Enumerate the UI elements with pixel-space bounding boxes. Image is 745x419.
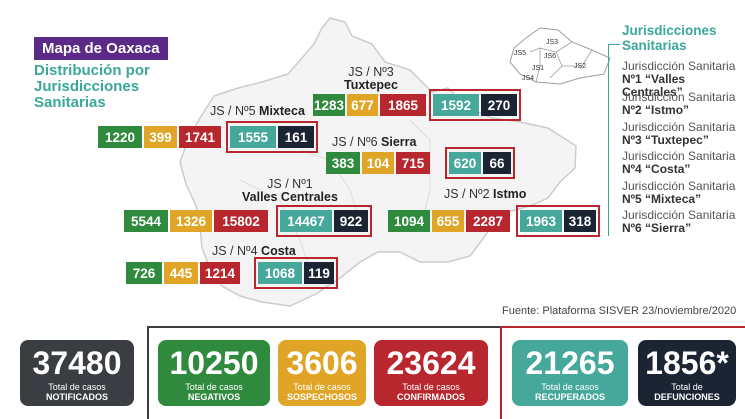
total-label-strong: SOSPECHOSOS [286, 392, 358, 402]
total-label: Total de casos [185, 382, 243, 392]
frame-tuxtepec [429, 89, 521, 121]
total-value: 10250 [169, 345, 259, 381]
negativos-cell: 1094 [388, 210, 430, 232]
row-istmo-outcome: 1963 318 [520, 210, 596, 232]
row-mixteca-outcome: 1555 161 [230, 126, 314, 148]
label-mixteca: JS / Nº5 Mixteca [210, 104, 305, 118]
total-label: Total de casos [541, 382, 599, 392]
defunciones-cell: 66 [483, 152, 511, 174]
source-note: Fuente: Plataforma SISVER 23/noviembre/2… [502, 305, 737, 317]
mini-label-js3: JS3 [546, 39, 558, 46]
negativos-cell: 1283 [313, 94, 345, 116]
sospechosos-cell: 445 [164, 262, 198, 284]
row-sierra-outcome: 620 66 [449, 152, 511, 174]
frame-mixteca [226, 121, 318, 153]
bracket-confirmed [500, 326, 745, 419]
negativos-cell: 5544 [124, 210, 168, 232]
total-defunciones: 1856* Total de DEFUNCIONES [638, 340, 736, 406]
total-label: Total de casos [293, 382, 351, 392]
legend-item-5: Jurisdicción Sanitaria Nº5 “Mixteca” [622, 179, 736, 206]
total-recuperados: 21265 Total de casos RECUPERADOS [512, 340, 628, 406]
total-value: 37480 [32, 345, 122, 381]
total-label: Total de casos [48, 382, 106, 392]
mini-label-js6: JS6 [544, 53, 556, 60]
mini-label-js2: JS2 [574, 63, 586, 70]
page-title: Mapa de Oaxaca [34, 37, 168, 60]
total-label-strong: CONFIRMADOS [397, 392, 465, 402]
legend-item-6: Jurisdicción Sanitaria Nº6 “Sierra” [622, 208, 736, 235]
sospechosos-cell: 677 [347, 94, 378, 116]
legend-connector [608, 44, 620, 236]
recuperados-cell: 1963 [520, 210, 562, 232]
frame-costa [254, 257, 338, 289]
defunciones-cell: 922 [334, 210, 368, 232]
label-valles: JS / Nº1 Valles Centrales [242, 177, 338, 204]
mini-map: JS5 JS3 JS6 JS1 JS2 JS4 [509, 27, 611, 85]
sospechosos-cell: 104 [362, 152, 394, 174]
total-notificados: 37480 Total de casos NOTIFICADOS [20, 340, 134, 406]
frame-sierra [445, 147, 515, 179]
recuperados-cell: 1592 [433, 94, 479, 116]
total-label-strong: DEFUNCIONES [654, 392, 720, 402]
label-tuxtepec: JS / Nº3 Tuxtepec [344, 65, 398, 92]
total-label: Total de [671, 382, 703, 392]
sospechosos-cell: 655 [432, 210, 464, 232]
row-tuxtepec: 1283 677 1865 [313, 94, 426, 116]
row-valles: 5544 1326 15802 [124, 210, 268, 232]
total-label-strong: RECUPERADOS [534, 392, 605, 402]
defunciones-cell: 270 [481, 94, 517, 116]
sospechosos-cell: 1326 [170, 210, 212, 232]
defunciones-cell: 119 [304, 262, 334, 284]
mini-label-js4: JS4 [522, 75, 534, 82]
row-valles-outcome: 14467 922 [280, 210, 368, 232]
label-sierra: JS / Nº6 Sierra [332, 135, 417, 149]
row-mixteca: 1220 399 1741 [98, 126, 221, 148]
row-costa-outcome: 1068 119 [258, 262, 334, 284]
defunciones-cell: 161 [278, 126, 314, 148]
legend-title: Jurisdicciones Sanitarias [622, 23, 717, 53]
negativos-cell: 726 [126, 262, 162, 284]
confirmados-cell: 1865 [380, 94, 426, 116]
recuperados-cell: 14467 [280, 210, 332, 232]
recuperados-cell: 620 [449, 152, 481, 174]
row-istmo: 1094 655 2287 [388, 210, 510, 232]
frame-istmo [516, 205, 600, 237]
legend-item-4: Jurisdicción Sanitaria Nº4 “Costa” [622, 149, 736, 176]
negativos-cell: 383 [326, 152, 360, 174]
total-value: 1856* [645, 345, 729, 381]
confirmados-cell: 715 [396, 152, 430, 174]
legend-item-1: Jurisdicción Sanitaria Nº1 “Valles Centra… [622, 59, 736, 99]
row-costa: 726 445 1214 [126, 262, 240, 284]
confirmados-cell: 2287 [466, 210, 510, 232]
mini-label-js1: JS1 [532, 65, 544, 72]
confirmados-cell: 15802 [214, 210, 268, 232]
frame-valles [276, 205, 372, 237]
total-negativos: 10250 Total de casos NEGATIVOS [158, 340, 270, 406]
total-label: Total de casos [402, 382, 460, 392]
total-value: 21265 [525, 345, 615, 381]
mini-label-js5: JS5 [514, 50, 526, 57]
label-istmo: JS / Nº2 Istmo [444, 187, 527, 201]
total-value: 3606 [286, 345, 358, 381]
defunciones-cell: 318 [564, 210, 596, 232]
recuperados-cell: 1068 [258, 262, 302, 284]
confirmados-cell: 1214 [200, 262, 240, 284]
sospechosos-cell: 399 [144, 126, 177, 148]
total-label-strong: NEGATIVOS [187, 392, 241, 402]
page-subtitle: Distribución por Jurisdicciones Sanitari… [34, 62, 150, 111]
row-sierra: 383 104 715 [326, 152, 430, 174]
total-label-strong: NOTIFICADOS [46, 392, 108, 402]
row-tuxtepec-outcome: 1592 270 [433, 94, 517, 116]
legend-item-2: Jurisdicción Sanitaria Nº2 “Istmo” [622, 90, 736, 117]
label-costa: JS / Nº4 Costa [212, 244, 296, 258]
negativos-cell: 1220 [98, 126, 142, 148]
total-sospechosos: 3606 Total de casos SOSPECHOSOS [278, 340, 366, 406]
total-confirmados: 23624 Total de casos CONFIRMADOS [374, 340, 488, 406]
recuperados-cell: 1555 [230, 126, 276, 148]
total-value: 23624 [386, 345, 476, 381]
legend-item-3: Jurisdicción Sanitaria Nº3 “Tuxtepec” [622, 120, 736, 147]
confirmados-cell: 1741 [179, 126, 221, 148]
